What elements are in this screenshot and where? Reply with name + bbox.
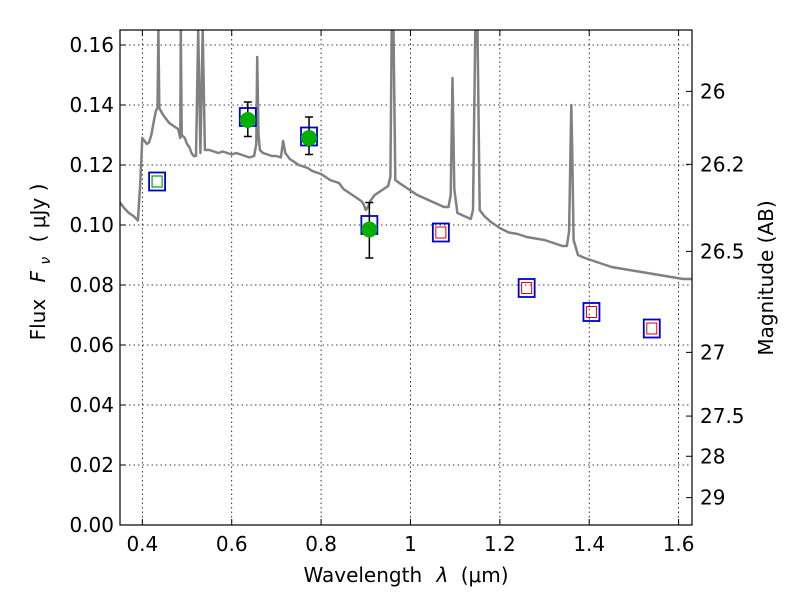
x-axis-label-symbol: λ (436, 563, 449, 587)
y2-axis-label: Magnitude (AB) (754, 200, 778, 355)
x-tick-label: 1.2 (484, 532, 516, 556)
x-tick-label: 1.4 (573, 532, 605, 556)
y-axis-label-subscript: ν (38, 257, 54, 265)
x-axis-label: Wavelength λ (μm) (303, 563, 508, 587)
y-tick-label: 0.02 (69, 453, 114, 477)
x-tick-label: 0.4 (126, 532, 158, 556)
y-axis-label-text: Flux (26, 299, 50, 341)
model-flux-box (582, 302, 601, 322)
y2-tick-label: 27.5 (700, 404, 745, 428)
x-tick-label: 1.6 (663, 532, 695, 556)
y-tick-label: 0.16 (69, 33, 114, 57)
y2-tick-label: 26.2 (700, 152, 745, 176)
model-flux-box (517, 278, 536, 298)
plot-frame (119, 29, 693, 526)
grid (120, 30, 692, 526)
y2-tick-label: 29 (700, 486, 725, 510)
y-tick-label: 0.12 (69, 153, 114, 177)
y2-tick-label: 28 (700, 444, 725, 468)
y-axis-label-unit: ( μJy ) (26, 184, 50, 243)
model-sed-line (120, 30, 692, 281)
detection-point (239, 112, 256, 128)
nondetection-marker (521, 282, 533, 294)
x-axis-label-text: Wavelength (303, 563, 422, 587)
data-points (148, 101, 661, 339)
y2-tick-label: 26.5 (700, 239, 745, 263)
y-axis-label-symbol: F (26, 270, 50, 282)
green-box-marker (151, 175, 163, 188)
model-flux-box (642, 318, 661, 339)
y2-tick-label: 26 (700, 79, 725, 103)
nondetection-marker (435, 226, 447, 239)
y-axis-label: Flux F ν ( μJy ) (26, 184, 55, 341)
x-tick-label: 0.6 (216, 532, 248, 556)
y-tick-label: 0.10 (69, 213, 114, 237)
x-tick-label: 0.8 (305, 532, 337, 556)
y-tick-label: 0.06 (69, 333, 114, 357)
detection-point (361, 221, 378, 238)
model-flux-box (431, 222, 450, 243)
x-tick-label: 1 (404, 532, 417, 556)
model-flux-box (148, 171, 166, 192)
detection-point (301, 130, 318, 146)
x-axis-label-unit: (μm) (461, 563, 509, 587)
y-tick-label: 0.14 (69, 93, 114, 117)
y2-tick-label: 27 (700, 340, 725, 364)
y-tick-label: 0.00 (69, 513, 114, 537)
y-tick-label: 0.08 (69, 273, 114, 297)
nondetection-marker (585, 306, 597, 318)
model-sed-series (120, 30, 692, 281)
nondetection-marker (646, 322, 658, 335)
axis-ticks: 0.4 0.6 0.8 1 1.2 1.4 1.6 0.00 0.02 0.04 0.06 0.08 0… (69, 30, 745, 556)
y-tick-label: 0.04 (69, 393, 114, 417)
